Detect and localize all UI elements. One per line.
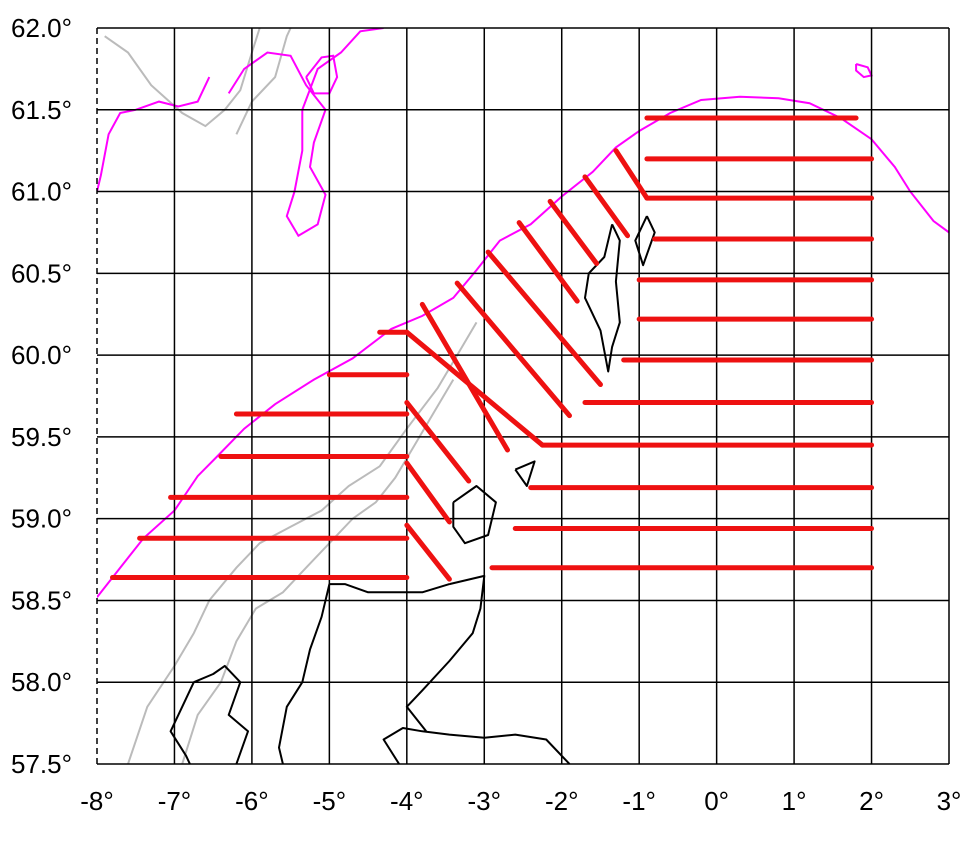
coastline xyxy=(452,485,497,545)
y-tick-label: 61.0° xyxy=(11,177,72,207)
x-tick-label: -4° xyxy=(390,786,424,816)
bathymetry-contour xyxy=(181,379,455,764)
y-tick-label: 62.0° xyxy=(11,13,72,43)
x-tick-label: -1° xyxy=(622,786,656,816)
transect-line xyxy=(419,301,511,453)
coastline xyxy=(382,727,571,764)
y-tick-label: 58.5° xyxy=(11,585,72,615)
transect-line xyxy=(404,329,545,448)
transect-line xyxy=(547,198,600,267)
x-tick-label: -5° xyxy=(313,786,347,816)
y-tick-label: 60.0° xyxy=(11,340,72,370)
transect-line xyxy=(404,460,452,525)
transect-layer xyxy=(109,115,875,582)
bathymetry-layer xyxy=(104,28,478,764)
x-tick-label: 3° xyxy=(937,786,962,816)
coastline xyxy=(278,583,450,764)
x-tick-label: -3° xyxy=(468,786,502,816)
coastline xyxy=(514,460,536,487)
x-tick-label: 1° xyxy=(782,786,807,816)
x-tick-label: 0° xyxy=(704,786,729,816)
coastline xyxy=(405,574,486,732)
transect-line xyxy=(582,174,631,239)
y-tick-label: 58.0° xyxy=(11,667,72,697)
x-tick-label: -2° xyxy=(545,786,579,816)
transect-line xyxy=(404,522,452,582)
shelf-edge-layer xyxy=(97,28,949,598)
transect-line xyxy=(516,220,580,304)
bathymetry-contour xyxy=(235,28,292,135)
coastline xyxy=(584,223,621,373)
y-tick-label: 59.0° xyxy=(11,504,72,534)
x-tick-label: 2° xyxy=(859,786,884,816)
shelf-edge-contour xyxy=(305,54,339,95)
transect-line xyxy=(454,280,572,419)
shelf-edge-contour xyxy=(855,63,873,79)
shelf-edge-contour xyxy=(97,95,949,598)
axis-labels: -8° -7° -6° -5° -4° -3° -2° -1° 0° 1° 2° 3° 62.0° 61.… xyxy=(11,13,961,816)
coastline xyxy=(634,215,656,267)
shelf-edge-contour xyxy=(227,28,384,238)
bathymetry-contour xyxy=(127,321,478,764)
y-tick-label: 60.5° xyxy=(11,258,72,288)
x-tick-label: -7° xyxy=(158,786,192,816)
transect-line xyxy=(485,249,603,388)
x-tick-label: -8° xyxy=(80,786,114,816)
y-tick-label: 61.5° xyxy=(11,95,72,125)
grid-layer xyxy=(96,27,950,765)
shelf-edge-contour xyxy=(97,76,211,192)
transect-line xyxy=(613,148,650,201)
y-tick-label: 57.5° xyxy=(11,749,72,779)
x-tick-label: -6° xyxy=(235,786,269,816)
transect-line xyxy=(404,400,472,484)
coastline xyxy=(169,664,249,764)
y-tick-label: 59.5° xyxy=(11,422,72,452)
